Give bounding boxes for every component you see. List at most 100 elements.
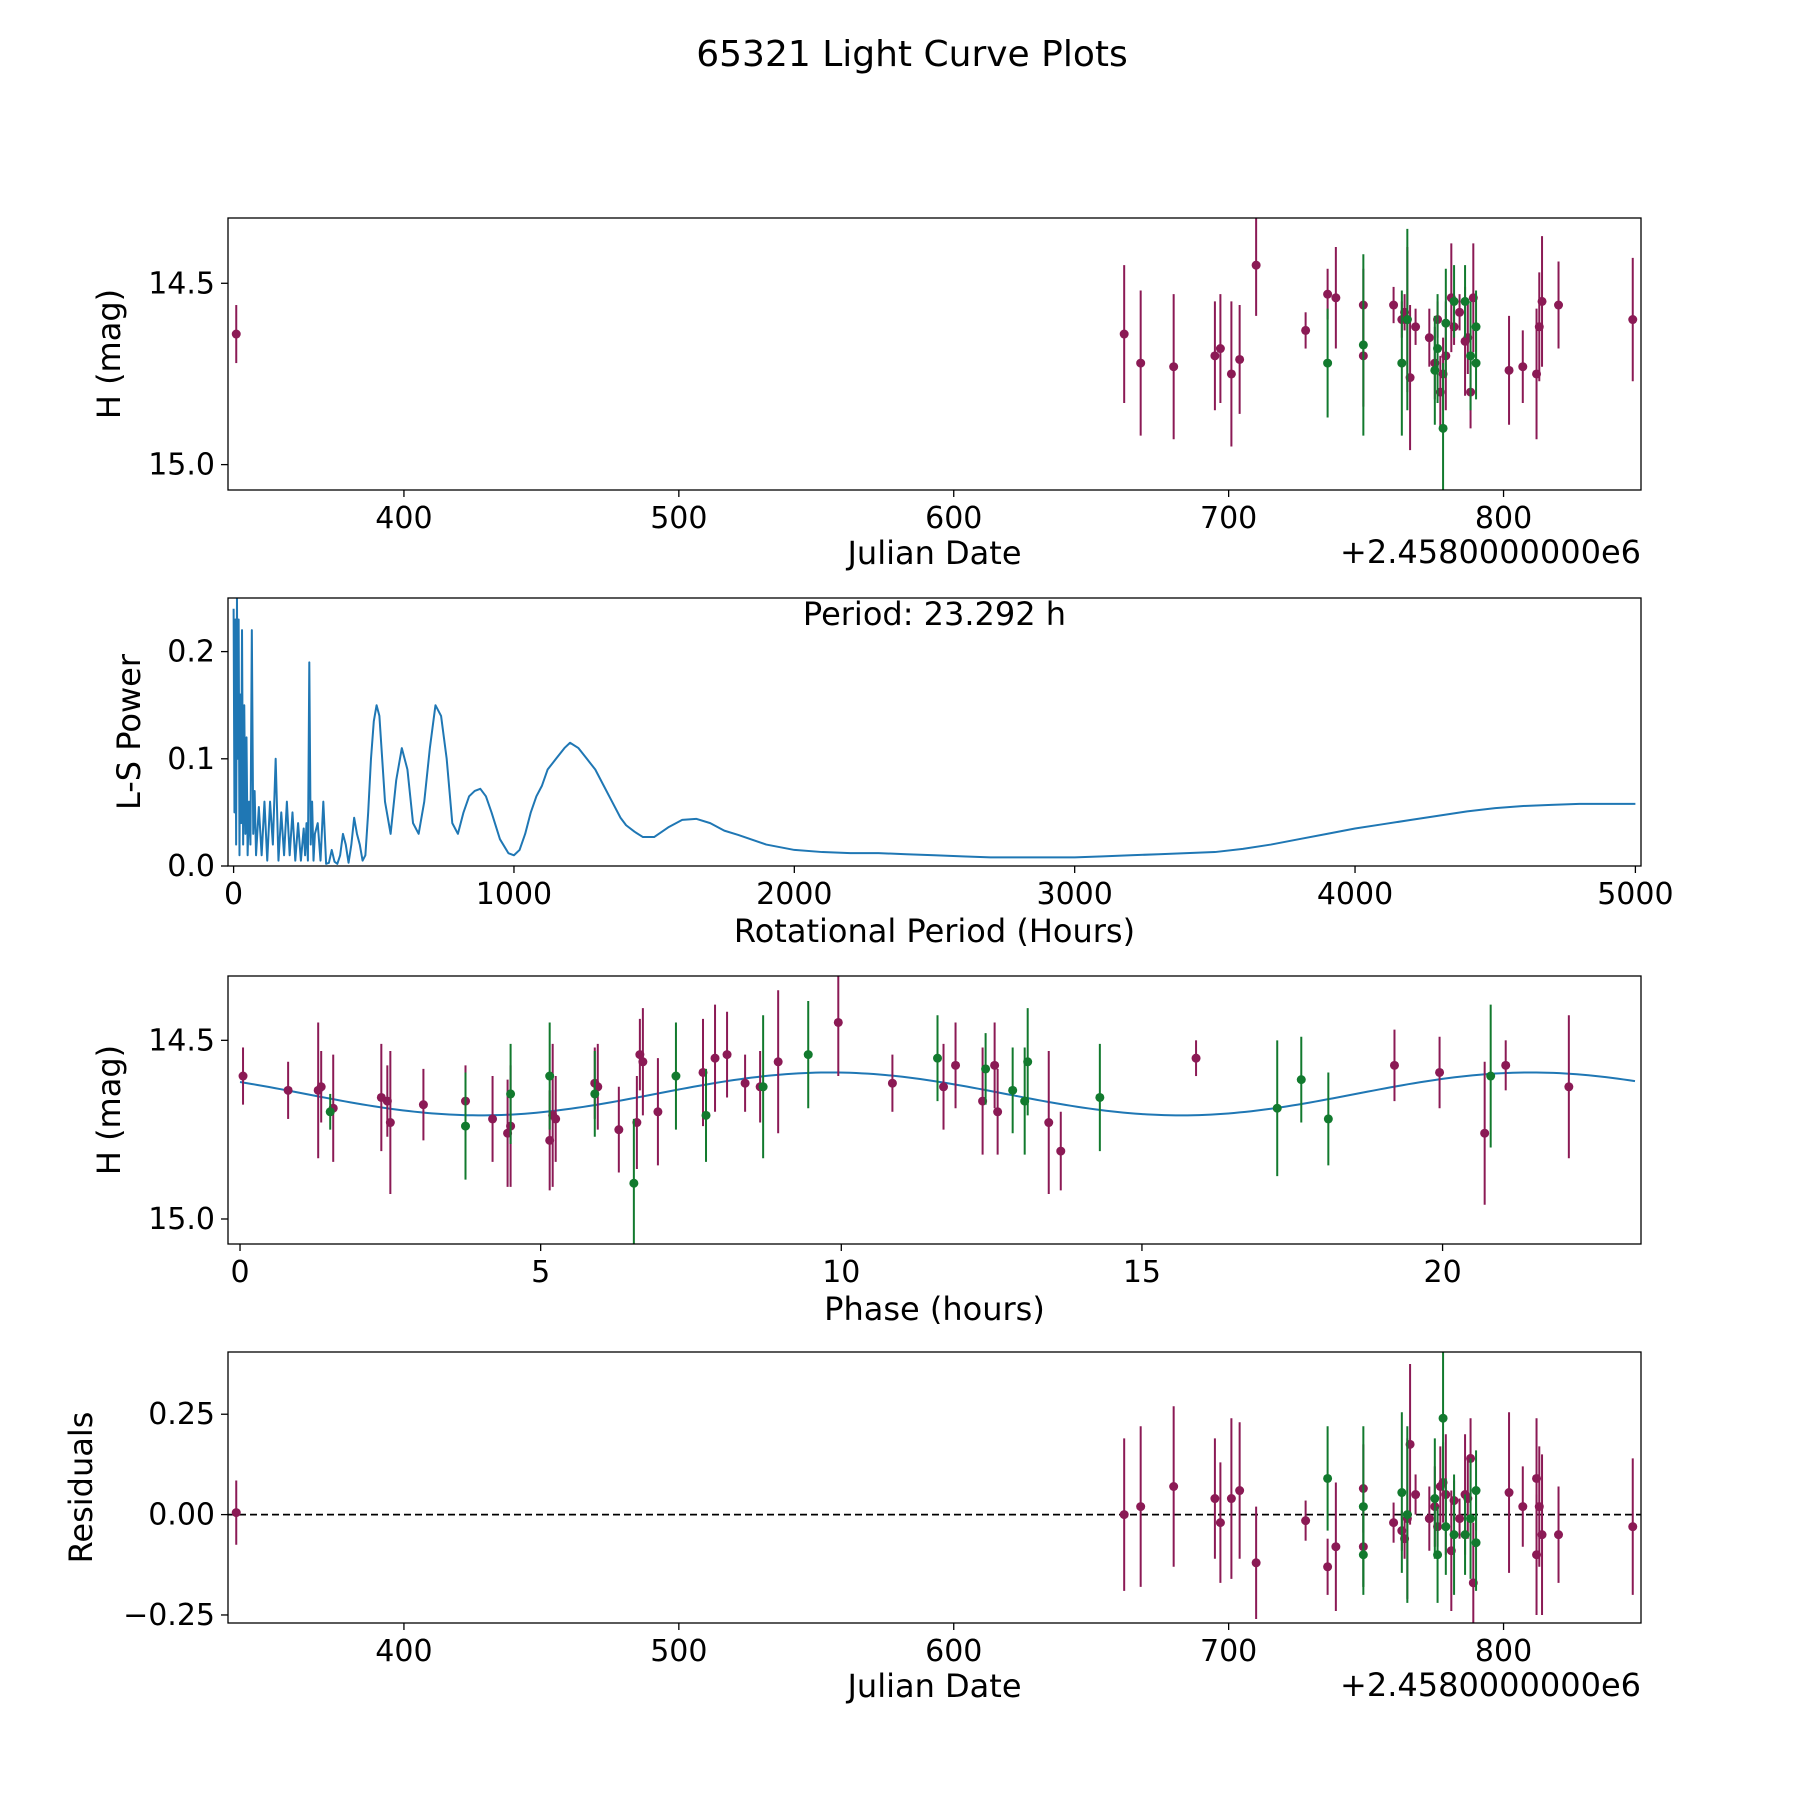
x-tick-label: 600 (925, 1634, 982, 1669)
x-tick-label: 700 (1200, 1634, 1257, 1669)
data-point-green (701, 1110, 711, 1120)
data-point-red (1455, 1514, 1465, 1524)
data-point-red (1518, 362, 1528, 372)
x-tick-label: 20 (1423, 1255, 1461, 1290)
data-point-red (993, 1107, 1003, 1117)
data-point-red (635, 1050, 645, 1060)
data-point-red (653, 1107, 663, 1117)
data-point-red (1534, 1502, 1544, 1512)
data-point-red (1435, 1067, 1445, 1077)
data-point-red (1628, 315, 1638, 325)
data-point-red (1056, 1146, 1066, 1156)
data-point-green (1449, 1530, 1459, 1540)
data-point-red (551, 1114, 561, 1124)
data-point-green (981, 1064, 991, 1074)
axes-frame-phase (227, 975, 1642, 1245)
data-point-red (1554, 300, 1564, 310)
x-tick-label: 400 (375, 1634, 432, 1669)
data-point-green (1397, 1488, 1407, 1498)
data-point-red (887, 1078, 897, 1088)
x-tick-label: 0 (224, 877, 243, 912)
x-tick-label: 10 (822, 1255, 860, 1290)
x-tick-label: 4000 (1317, 877, 1393, 912)
data-point-green (1008, 1085, 1018, 1095)
data-point-red (1389, 300, 1399, 310)
data-point-green (1433, 344, 1443, 354)
data-point-red (1215, 344, 1225, 354)
data-point-red (1534, 322, 1544, 332)
data-point-red (710, 1053, 720, 1063)
x-tick-label: 500 (650, 1634, 707, 1669)
data-point-red (1389, 1518, 1399, 1528)
data-point-red (1331, 293, 1341, 303)
y-tick-label: 0.2 (167, 635, 215, 670)
y-tick-label: 14.5 (148, 1023, 215, 1058)
data-point-red (939, 1082, 949, 1092)
data-point-green (1430, 1494, 1440, 1504)
panel-phase: 0 5 10 15 20 15.0 14.5 Phase (hours) H (mag) (90, 975, 1642, 1328)
x-axis-label: Julian Date (845, 534, 1021, 572)
y-tick-label: 0.0 (167, 849, 215, 884)
x-tick-label: 0 (230, 1255, 249, 1290)
data-point-green (1358, 340, 1368, 350)
plot-area-lc (231, 218, 1638, 490)
y-axis-label: H (mag) (90, 289, 128, 419)
data-point-red (1628, 1522, 1638, 1532)
data-point-green (1402, 315, 1412, 325)
data-point-red (1301, 1516, 1311, 1526)
data-point-red (1564, 1082, 1574, 1092)
data-point-green (1296, 1075, 1306, 1085)
data-point-red (1532, 1473, 1542, 1483)
data-point-green (671, 1071, 681, 1081)
axes-frame-lc (227, 217, 1642, 491)
x-tick-label: 700 (1200, 501, 1257, 536)
x-tick-label: 500 (650, 501, 707, 536)
data-point-green (758, 1082, 768, 1092)
panel-ls: 0 1000 2000 3000 4000 5000 0.0 0.1 0.2 Rotational… (110, 595, 1674, 950)
plot-area-ls (232, 598, 1636, 865)
data-point-red (283, 1085, 293, 1095)
data-point-red (1210, 1494, 1220, 1504)
data-point-green (1095, 1092, 1105, 1102)
data-point-red (1480, 1128, 1490, 1138)
x-tick-label: 800 (1475, 501, 1532, 536)
data-point-green (1466, 1514, 1476, 1524)
data-point-red (1235, 354, 1245, 364)
data-point-red (1532, 369, 1542, 379)
data-point-green (1438, 1413, 1448, 1423)
data-point-green (1358, 1550, 1368, 1560)
data-point-red (833, 1017, 843, 1027)
data-point-green (629, 1178, 639, 1188)
figure-title: 65321 Light Curve Plots (696, 34, 1128, 75)
data-point-red (1191, 1053, 1201, 1063)
y-tick-label: 14.5 (148, 266, 215, 301)
data-point-red (1389, 1060, 1399, 1070)
data-point-green (1441, 1522, 1451, 1532)
data-point-red (231, 329, 241, 339)
y-tick-label: 15.0 (148, 448, 215, 483)
data-point-red (1119, 1510, 1129, 1520)
data-point-red (1301, 325, 1311, 335)
x-tick-label: 2000 (756, 877, 832, 912)
y-axis-label: L-S Power (110, 653, 148, 810)
x-tick-label: 3000 (1036, 877, 1112, 912)
data-point-red (238, 1071, 248, 1081)
data-point-red (1504, 1488, 1514, 1498)
data-point-red (1235, 1486, 1245, 1496)
data-point-green (1020, 1096, 1030, 1106)
data-point-red (1136, 1502, 1146, 1512)
data-point-red (1044, 1118, 1054, 1128)
data-point-red (316, 1082, 326, 1092)
data-point-green (1486, 1071, 1496, 1081)
data-point-green (1471, 1538, 1481, 1548)
x-axis-label: Rotational Period (Hours) (734, 912, 1135, 950)
data-point-red (1215, 1518, 1225, 1528)
data-point-red (1136, 358, 1146, 368)
x-axis-label: Phase (hours) (824, 1290, 1045, 1328)
y-tick-label: −0.25 (123, 1598, 215, 1633)
data-point-red (1323, 289, 1333, 299)
data-point-green (1272, 1103, 1282, 1113)
data-point-red (382, 1096, 392, 1106)
y-tick-label: 0.1 (167, 742, 215, 777)
